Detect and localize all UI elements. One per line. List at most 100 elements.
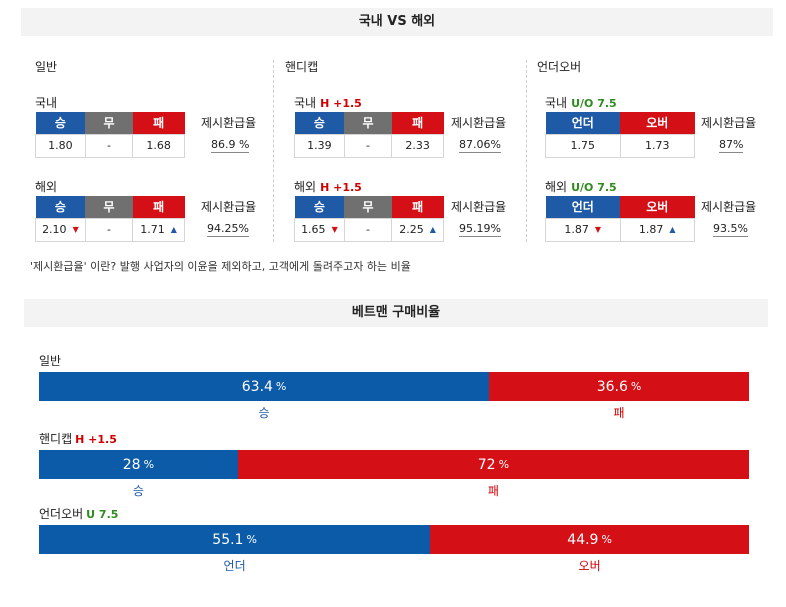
return-rate-label: 제시환급율 xyxy=(451,200,507,214)
odds-cell: 1.80 xyxy=(35,133,86,158)
loss-header: 패 xyxy=(391,112,444,134)
odds-cell: 2.33 xyxy=(391,133,444,158)
under-header: 언더 xyxy=(545,196,620,218)
odds-cell: 1.65 ▼ xyxy=(294,217,345,242)
market-label: 국내 xyxy=(35,96,58,110)
column-header: 핸디캡 xyxy=(285,60,319,74)
win-header: 승 xyxy=(294,112,345,134)
market-label: 해외 xyxy=(35,180,58,194)
ratio-bar: 55.1% 44.9% xyxy=(39,525,749,554)
column-divider xyxy=(273,60,274,242)
market-label: 국내 U/O 7.5 xyxy=(545,96,617,110)
trend-down-icon: ▼ xyxy=(72,225,79,234)
odds-cell: 1.39 xyxy=(294,133,345,158)
odds-table: 언더 오버 1.87 ▼ 1.87 ▲ xyxy=(545,196,695,242)
return-rate-label: 제시환급율 xyxy=(201,116,257,130)
loss-header: 패 xyxy=(391,196,444,218)
draw-header: 무 xyxy=(85,196,133,218)
over-header: 오버 xyxy=(620,196,695,218)
bet-ratio-label: 일반 xyxy=(39,354,62,368)
market-label: 해외 U/O 7.5 xyxy=(545,180,617,194)
draw-header: 무 xyxy=(344,112,392,134)
market-overseas: 해외 U/O 7.5 언더 오버 1.87 ▼ 1.87 ▲ 제시환급율 93.5% xyxy=(537,178,767,242)
odds-cell: 1.71 ▲ xyxy=(132,217,185,242)
odds-cell: 1.87 ▲ xyxy=(619,217,695,242)
odds-cell: 2.25 ▲ xyxy=(391,217,444,242)
win-header: 승 xyxy=(294,196,345,218)
odds-cell: - xyxy=(84,133,134,158)
ratio-bar-left-segment: 63.4% xyxy=(39,372,490,401)
odds-cell: 1.68 xyxy=(132,133,185,158)
under-header: 언더 xyxy=(545,112,620,134)
bet-ratio-handicap: 핸디캡 H +1.5 28% 72% 승 패 xyxy=(39,430,749,500)
loss-header: 패 xyxy=(132,196,185,218)
market-domestic: 국내 U/O 7.5 언더 오버 1.75 1.73 제시환급율 87% xyxy=(537,94,767,158)
ratio-right-label: 패 xyxy=(487,484,499,498)
return-rate-label: 제시환급율 xyxy=(201,200,257,214)
return-rate-value: 93.5% xyxy=(713,222,748,237)
return-rate-value: 95.19% xyxy=(459,222,501,237)
odds-column-under-over: 언더오버 국내 U/O 7.5 언더 오버 1.75 1.73 제시환급율 87% 해… xyxy=(537,58,767,244)
trend-up-icon: ▲ xyxy=(669,225,676,234)
draw-header: 무 xyxy=(85,112,133,134)
ratio-left-label: 승 xyxy=(258,406,270,420)
return-rate-note: '제시환급율' 이란? 발행 사업자의 이윤을 제외하고, 고객에게 돌려주고자… xyxy=(30,260,411,273)
ratio-right-label: 패 xyxy=(613,406,625,420)
odds-cell: - xyxy=(343,133,393,158)
ratio-bar-right-segment: 36.6% xyxy=(489,372,749,401)
return-rate-value: 87% xyxy=(719,138,744,153)
trend-up-icon: ▲ xyxy=(170,225,177,234)
return-rate-value: 86.9 % xyxy=(211,138,250,153)
over-header: 오버 xyxy=(620,112,695,134)
odds-cell: 1.75 xyxy=(545,133,621,158)
ratio-right-label: 오버 xyxy=(578,559,601,573)
odds-cell: 1.73 xyxy=(619,133,695,158)
trend-down-icon: ▼ xyxy=(594,225,602,234)
odds-table: 언더 오버 1.75 1.73 xyxy=(545,112,695,158)
ratio-left-label: 승 xyxy=(132,484,144,498)
odds-cell: 2.10 ▼ xyxy=(35,217,86,242)
bet-ratio-label: 핸디캡 H +1.5 xyxy=(39,432,117,446)
draw-header: 무 xyxy=(344,196,392,218)
market-label: 국내 H +1.5 xyxy=(294,96,362,110)
return-rate-label: 제시환급율 xyxy=(701,200,757,214)
return-rate-label: 제시환급율 xyxy=(701,116,757,130)
column-divider xyxy=(526,60,527,242)
column-header: 언더오버 xyxy=(537,60,582,74)
trend-up-icon: ▲ xyxy=(429,225,436,234)
return-rate-value: 94.25% xyxy=(207,222,249,237)
odds-cell: 1.87 ▼ xyxy=(545,217,621,242)
ratio-bar: 63.4% 36.6% xyxy=(39,372,749,401)
ratio-bar: 28% 72% xyxy=(39,450,749,479)
bet-ratio-label: 언더오버 U 7.5 xyxy=(39,507,119,521)
market-label: 해외 H +1.5 xyxy=(294,180,362,194)
section-title-betman-ratio: 베트맨 구매비율 xyxy=(24,299,768,327)
section-title-domestic-vs-overseas: 국내 VS 해외 xyxy=(21,8,773,36)
bet-ratio-general: 일반 63.4% 36.6% 승 패 xyxy=(39,352,749,422)
odds-cell: - xyxy=(343,217,393,242)
return-rate-label: 제시환급율 xyxy=(451,116,507,130)
column-header: 일반 xyxy=(35,60,58,74)
odds-cell: - xyxy=(84,217,134,242)
ratio-bar-right-segment: 44.9% xyxy=(430,525,749,554)
ratio-left-label: 언더 xyxy=(223,559,246,573)
loss-header: 패 xyxy=(132,112,185,134)
ratio-bar-left-segment: 55.1% xyxy=(39,525,431,554)
bet-ratio-under-over: 언더오버 U 7.5 55.1% 44.9% 언더 오버 xyxy=(39,505,749,575)
trend-down-icon: ▼ xyxy=(331,225,338,234)
ratio-bar-left-segment: 28% xyxy=(39,450,238,479)
ratio-bar-right-segment: 72% xyxy=(237,450,749,479)
return-rate-value: 87.06% xyxy=(459,138,501,153)
win-header: 승 xyxy=(35,112,86,134)
win-header: 승 xyxy=(35,196,86,218)
